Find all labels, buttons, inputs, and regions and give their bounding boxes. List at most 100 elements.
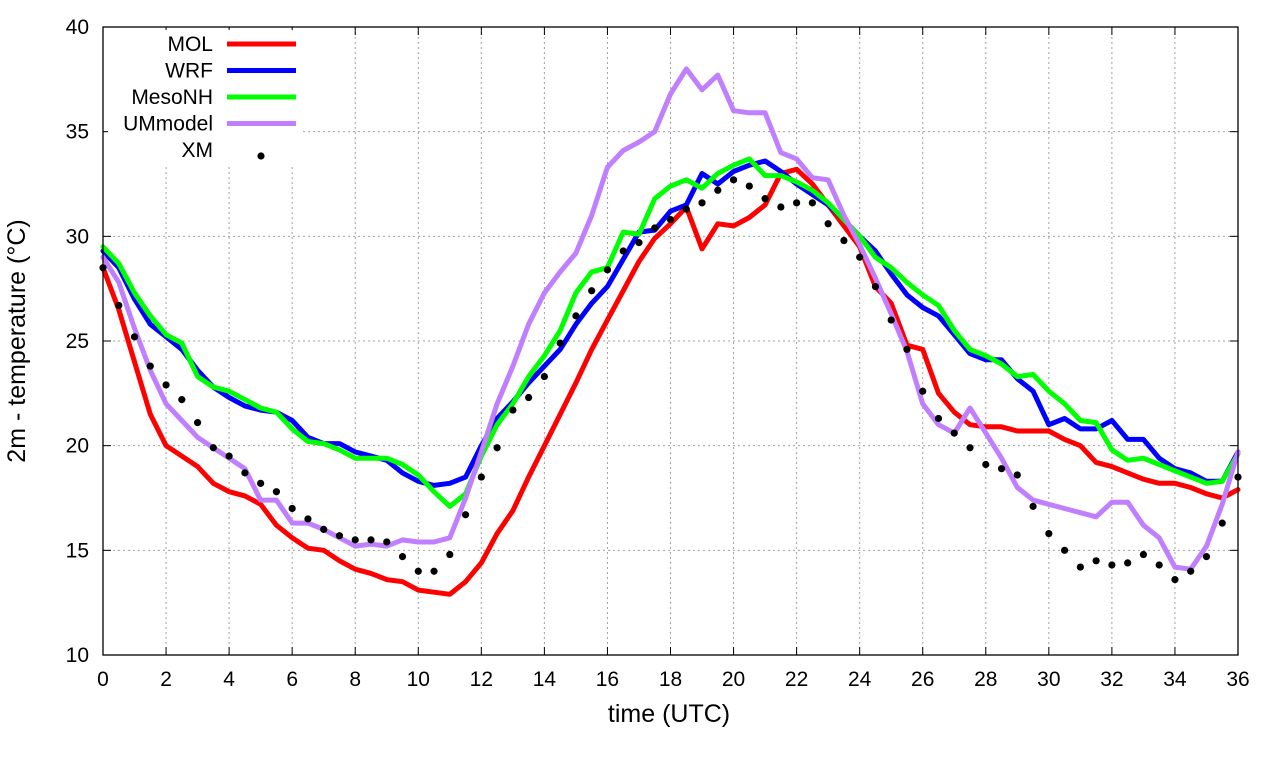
xm-point bbox=[1092, 557, 1100, 565]
xm-point bbox=[209, 444, 217, 452]
y-tick-label: 10 bbox=[66, 644, 89, 667]
y-axis-title: 2m - temperature (°C) bbox=[3, 219, 31, 462]
xm-point bbox=[398, 553, 407, 561]
legend-label-xm: XM bbox=[182, 139, 214, 162]
xm-point bbox=[525, 393, 533, 402]
x-tick-label: 22 bbox=[785, 668, 808, 691]
xm-point bbox=[840, 236, 848, 245]
x-tick-label: 34 bbox=[1163, 668, 1187, 691]
xm-point bbox=[272, 488, 281, 496]
xm-point bbox=[1124, 559, 1132, 567]
y-tick-label: 25 bbox=[66, 330, 89, 353]
xm-point bbox=[761, 195, 769, 203]
xm-point bbox=[919, 387, 927, 395]
x-tick-label: 2 bbox=[160, 668, 172, 691]
x-tick-label: 32 bbox=[1100, 668, 1123, 691]
xm-point bbox=[477, 473, 485, 481]
xm-point bbox=[461, 511, 470, 519]
grid-lines bbox=[103, 27, 1238, 655]
x-tick-label: 12 bbox=[470, 668, 493, 691]
xm-point bbox=[934, 414, 943, 423]
xm-point bbox=[430, 567, 438, 575]
xm-point bbox=[603, 266, 612, 274]
xm-point bbox=[1108, 561, 1116, 569]
xm-point bbox=[808, 199, 816, 207]
xm-point bbox=[1076, 563, 1084, 571]
x-tick-label: 6 bbox=[286, 668, 298, 691]
xm-point bbox=[509, 406, 517, 414]
xm-point bbox=[1139, 550, 1148, 559]
xm-point bbox=[146, 362, 154, 370]
x-tick-label: 20 bbox=[722, 668, 745, 691]
x-axis-title: time (UTC) bbox=[608, 700, 730, 728]
xm-point bbox=[1155, 561, 1163, 569]
xm-point bbox=[241, 469, 249, 477]
x-tick-label: 30 bbox=[1037, 668, 1060, 691]
xm-point bbox=[288, 504, 296, 513]
xm-point bbox=[178, 396, 186, 404]
x-tick-label: 36 bbox=[1226, 668, 1249, 691]
ummodel-series-line bbox=[100, 66, 1241, 572]
y-tick-label: 15 bbox=[66, 539, 89, 562]
xm-point bbox=[162, 381, 170, 389]
xm-point bbox=[651, 224, 659, 232]
xm-point bbox=[856, 253, 864, 261]
y-tick-labels: 10 15 20 25 30 35 40 bbox=[66, 16, 89, 667]
legend-marker-xm bbox=[257, 152, 265, 160]
xm-point bbox=[1171, 576, 1179, 584]
xm-point bbox=[714, 186, 722, 194]
xm-point bbox=[1029, 502, 1037, 510]
x-tick-label: 26 bbox=[911, 668, 934, 691]
xm-point bbox=[1202, 553, 1211, 561]
xm-point bbox=[335, 532, 344, 540]
xm-point bbox=[446, 550, 454, 559]
xm-point bbox=[745, 182, 753, 190]
legend: MOL WRF MesoNH UMmodel XM bbox=[108, 30, 303, 165]
legend-label-mesonh: MesoNH bbox=[131, 86, 213, 109]
xm-point bbox=[1045, 529, 1053, 538]
xm-point bbox=[682, 205, 690, 213]
y-tick-label: 35 bbox=[66, 121, 89, 144]
xm-point bbox=[1060, 546, 1069, 554]
xm-point bbox=[225, 452, 233, 460]
x-tick-label: 28 bbox=[974, 668, 997, 691]
xm-point bbox=[619, 247, 627, 255]
xm-point bbox=[540, 372, 548, 381]
xm-point bbox=[257, 479, 265, 487]
xm-point bbox=[193, 419, 202, 427]
mol-series-line bbox=[100, 166, 1241, 597]
xm-point bbox=[320, 525, 328, 534]
xm-point bbox=[666, 215, 675, 224]
xm-point bbox=[871, 282, 880, 291]
xm-point bbox=[982, 460, 990, 469]
xm-point bbox=[824, 220, 832, 228]
y-tick-label: 40 bbox=[66, 16, 89, 39]
xm-point bbox=[1187, 567, 1195, 575]
series-points bbox=[99, 176, 1242, 584]
legend-label-ummodel: UMmodel bbox=[123, 113, 213, 136]
xm-point bbox=[903, 345, 911, 353]
mesonh-series-line bbox=[100, 156, 1241, 509]
xm-point bbox=[635, 239, 643, 247]
xm-point bbox=[572, 312, 580, 320]
xm-point bbox=[966, 444, 974, 452]
xm-point bbox=[130, 333, 139, 341]
xm-point bbox=[887, 316, 895, 324]
xm-point bbox=[367, 536, 375, 544]
x-tick-label: 14 bbox=[533, 668, 557, 691]
xm-point bbox=[115, 301, 123, 310]
series-lines bbox=[100, 66, 1241, 597]
xm-point bbox=[383, 538, 391, 546]
x-tick-label: 18 bbox=[659, 668, 682, 691]
wrf-series-line bbox=[100, 158, 1241, 488]
xm-point bbox=[588, 287, 596, 295]
xm-point bbox=[950, 429, 958, 437]
x-tick-label: 24 bbox=[848, 668, 872, 691]
y-tick-label: 30 bbox=[66, 225, 89, 248]
legend-label-wrf: WRF bbox=[165, 60, 213, 83]
xm-point bbox=[793, 199, 801, 207]
x-tick-label: 8 bbox=[349, 668, 361, 691]
xm-point bbox=[997, 465, 1006, 473]
x-tick-label: 10 bbox=[407, 668, 430, 691]
